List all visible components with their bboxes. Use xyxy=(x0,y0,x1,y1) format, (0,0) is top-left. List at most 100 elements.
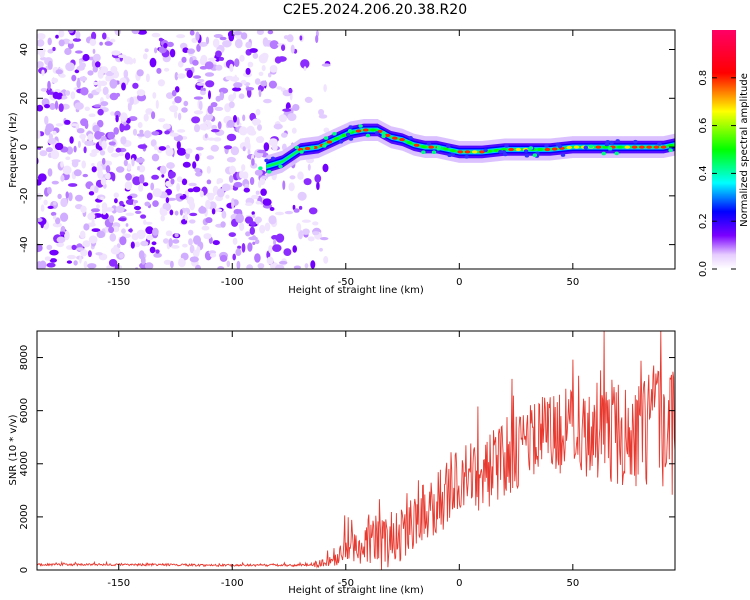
noise-blob xyxy=(166,197,177,201)
noise-blob xyxy=(116,243,121,249)
noise-blob xyxy=(94,185,99,194)
colorbar-tick-label: 0.2 xyxy=(698,213,709,229)
noise-blob xyxy=(49,249,59,256)
noise-blob xyxy=(174,111,178,119)
noise-blob xyxy=(55,34,59,39)
noise-blob xyxy=(189,212,198,217)
noise-blob xyxy=(47,186,52,195)
noise-blob xyxy=(170,260,174,269)
noise-blob xyxy=(247,142,251,152)
noise-blob xyxy=(182,161,191,168)
noise-blob xyxy=(143,53,148,60)
noise-blob xyxy=(172,100,176,105)
noise-blob xyxy=(70,91,76,100)
noise-blob xyxy=(208,90,211,100)
noise-blob xyxy=(65,191,69,199)
noise-blob xyxy=(144,262,154,269)
noise-blob xyxy=(260,188,267,196)
noise-blob xyxy=(159,208,168,217)
noise-blob xyxy=(176,147,187,156)
noise-blob xyxy=(223,145,233,150)
signal-core xyxy=(639,145,645,149)
noise-blob xyxy=(68,183,78,187)
noise-blob xyxy=(273,123,283,130)
noise-blob xyxy=(189,30,195,36)
spectrogram-y-ticks: -40 -20 0 20 40 xyxy=(19,43,675,253)
noise-blob xyxy=(199,190,204,198)
noise-blob xyxy=(176,183,181,192)
noise-blob xyxy=(232,253,236,261)
noise-blob xyxy=(179,209,183,216)
noise-blob xyxy=(80,205,87,213)
signal-blob xyxy=(310,145,315,150)
noise-blob xyxy=(291,127,297,134)
noise-blob xyxy=(87,250,92,258)
noise-blob xyxy=(215,50,222,58)
signal-blob xyxy=(299,150,304,154)
noise-blob xyxy=(134,241,140,248)
noise-blob xyxy=(269,40,279,50)
noise-blob xyxy=(104,207,115,212)
signal-blob xyxy=(358,124,363,128)
noise-blob xyxy=(146,234,154,241)
noise-blob xyxy=(87,70,94,76)
noise-blob xyxy=(269,65,278,73)
noise-blob xyxy=(255,200,262,205)
noise-blob xyxy=(88,235,98,244)
noise-blob xyxy=(276,86,283,90)
noise-blob xyxy=(125,223,129,227)
noise-blob xyxy=(110,153,120,158)
noise-blob xyxy=(239,142,248,150)
signal-blob xyxy=(431,150,437,154)
noise-blob xyxy=(83,146,87,154)
signal-blob xyxy=(483,148,488,153)
noise-blob xyxy=(195,264,201,269)
signal-blob xyxy=(501,150,507,154)
snr-x-tick-label: 50 xyxy=(566,578,579,589)
signal-core xyxy=(551,147,558,151)
signal-blob xyxy=(615,139,620,143)
noise-blob xyxy=(68,40,73,44)
noise-blob xyxy=(151,241,157,246)
noise-blob xyxy=(299,35,303,41)
noise-blob xyxy=(252,214,256,219)
noise-blob xyxy=(296,222,302,232)
noise-blob xyxy=(44,104,50,109)
spectrogram-panel: -150 -100 -50 0 50 -40 -20 0 20 40 Height of str… xyxy=(8,29,676,296)
noise-blob xyxy=(144,221,153,225)
noise-blob xyxy=(321,63,331,67)
noise-blob xyxy=(166,92,174,99)
noise-blob xyxy=(192,161,197,169)
noise-blob xyxy=(188,238,193,246)
signal-core xyxy=(413,143,420,147)
noise-blob xyxy=(109,92,119,101)
noise-blob xyxy=(75,194,83,202)
noise-blob xyxy=(182,47,189,53)
signal-blob xyxy=(348,125,353,129)
noise-blob xyxy=(239,54,245,62)
noise-blob xyxy=(115,205,125,213)
signal-blob xyxy=(374,131,380,135)
noise-blob xyxy=(128,116,138,122)
signal-core xyxy=(370,128,376,132)
noise-blob xyxy=(215,64,223,71)
noise-blob xyxy=(114,198,118,204)
noise-blob xyxy=(109,79,118,89)
noise-blob xyxy=(125,212,135,216)
signal-core xyxy=(392,136,398,140)
noise-blob xyxy=(246,125,255,136)
noise-blob xyxy=(158,37,163,42)
noise-blob xyxy=(60,161,64,168)
noise-blob xyxy=(201,225,210,231)
noise-blob xyxy=(67,30,74,34)
noise-blob xyxy=(127,195,133,200)
noise-blob xyxy=(205,217,213,224)
noise-blob xyxy=(189,256,199,263)
noise-blob xyxy=(163,42,168,49)
spectrogram-y-tick-label: -20 xyxy=(19,188,30,204)
noise-blob xyxy=(245,67,251,75)
noise-blob xyxy=(60,174,65,182)
signal-blob xyxy=(421,150,426,154)
noise-blob xyxy=(69,136,74,144)
signal-blob xyxy=(348,137,354,141)
